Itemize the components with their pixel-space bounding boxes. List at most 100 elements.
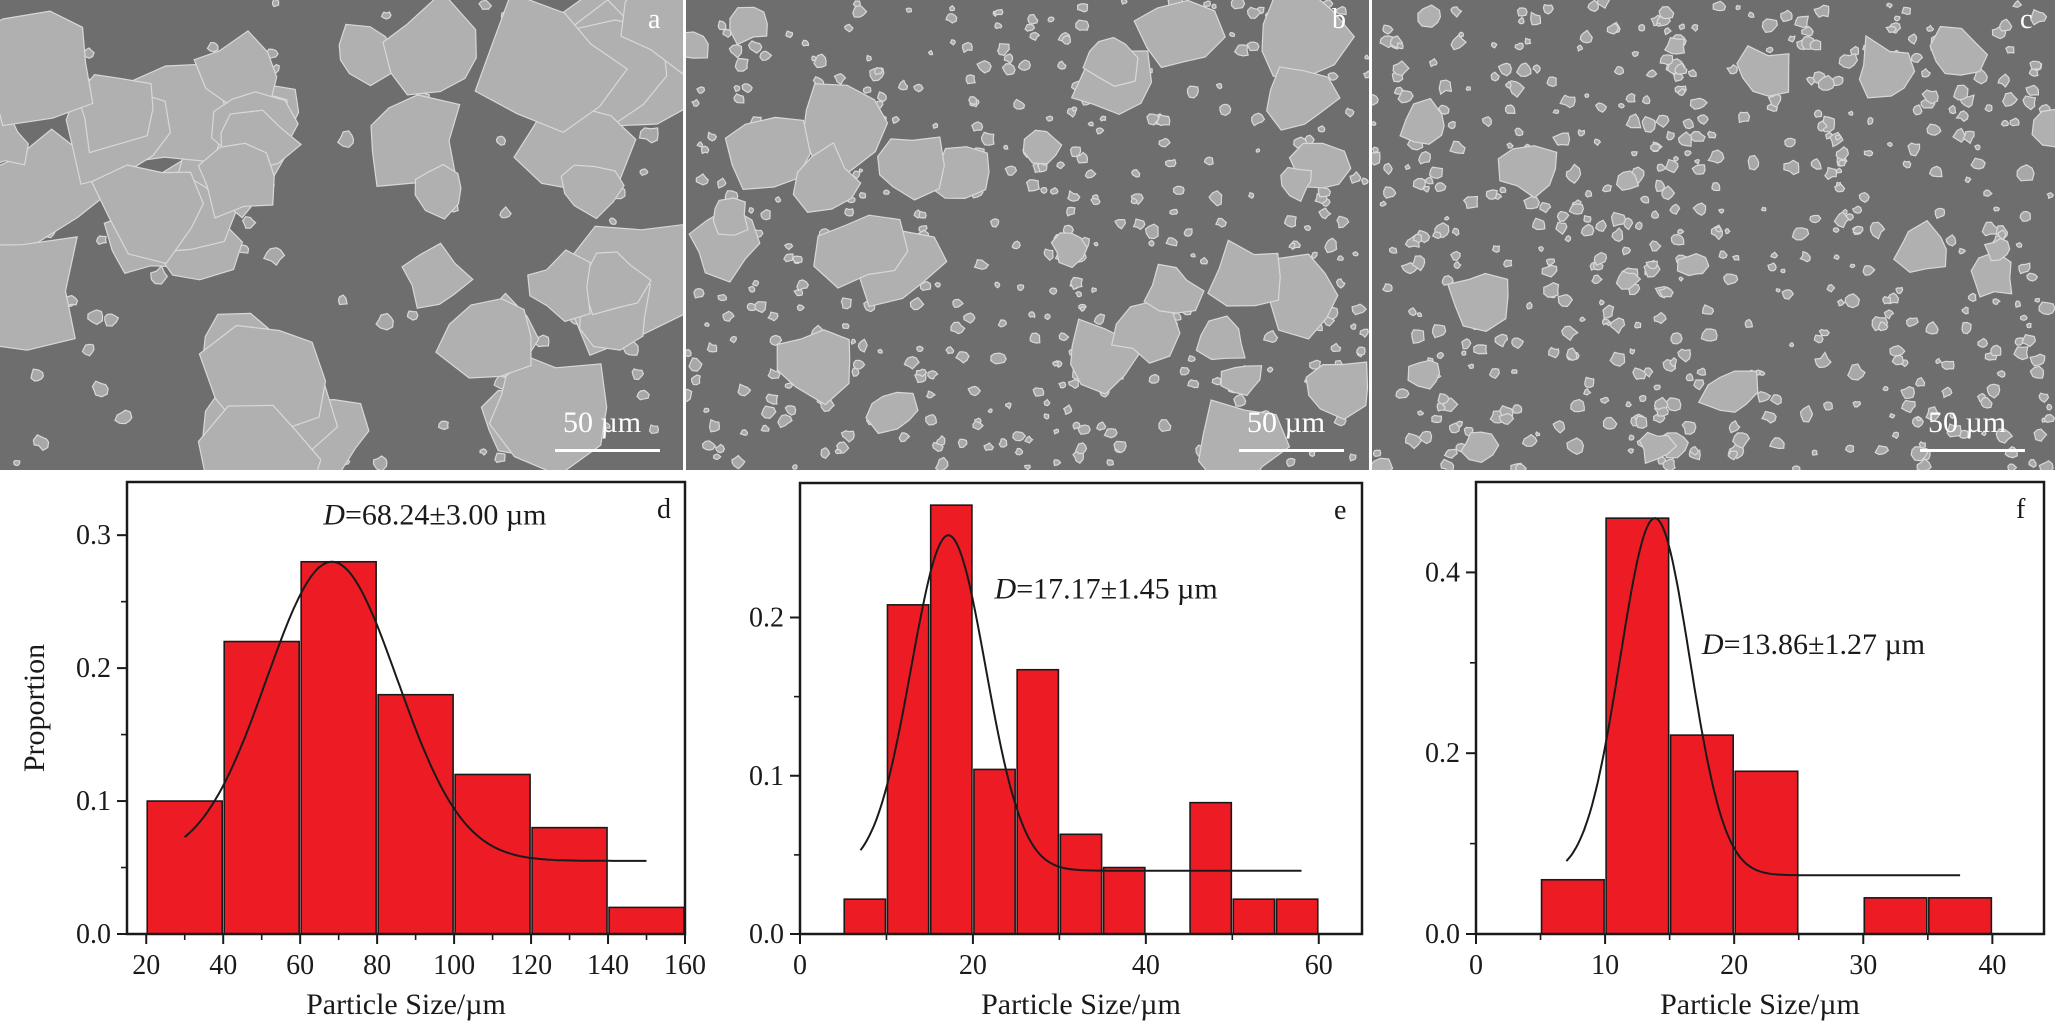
sem-fine-particle bbox=[1262, 329, 1279, 344]
sem-fine-particle bbox=[955, 351, 970, 364]
sem-fine-particle bbox=[1811, 449, 1818, 456]
sem-fine-particle bbox=[1417, 430, 1433, 445]
sem-fine-particle bbox=[796, 304, 805, 312]
sem-fine-particle bbox=[961, 41, 973, 54]
sem-fine-particle bbox=[1591, 274, 1603, 285]
sem-fine-particle bbox=[1467, 363, 1474, 370]
sem-fine-particle bbox=[1916, 458, 1932, 470]
sem-fine-particle bbox=[1869, 221, 1886, 240]
sem-fine-particle bbox=[1761, 18, 1779, 34]
sem-fine-particle bbox=[1593, 251, 1608, 266]
sem-fine-particle bbox=[765, 393, 779, 405]
sem-fine-particle bbox=[784, 405, 797, 416]
sem-fine-particle bbox=[1687, 68, 1697, 78]
sem-fine-particle bbox=[1900, 386, 1916, 399]
sem-fine-particle bbox=[748, 285, 756, 293]
sem-fine-particle bbox=[1383, 162, 1393, 176]
sem-fine-particle bbox=[1095, 127, 1105, 135]
sem-fine-particle bbox=[1058, 332, 1070, 342]
sem-fine-particle bbox=[1246, 6, 1262, 19]
sem-fine-particle bbox=[1783, 159, 1800, 176]
bar-e-2 bbox=[929, 504, 973, 935]
sem-fine-particle bbox=[1990, 344, 2002, 357]
x-tick-label-d-4: 100 bbox=[433, 950, 475, 981]
sem-fine-particle bbox=[1925, 406, 1941, 422]
sem-fine-particle bbox=[1011, 240, 1021, 250]
bar-e-6 bbox=[1102, 866, 1146, 935]
sem-fine-particle bbox=[1491, 244, 1500, 253]
sem-fine-particle bbox=[1251, 112, 1266, 127]
sem-fine-particle bbox=[1051, 360, 1059, 367]
sem-fine-particle bbox=[1970, 157, 1986, 170]
x-tick-label-d-6: 140 bbox=[587, 950, 629, 981]
sem-fine-particle bbox=[1973, 68, 1988, 85]
bar-f-6 bbox=[1928, 897, 1993, 935]
sem-fine-particle bbox=[1577, 129, 1586, 137]
sem-fine-particle bbox=[1056, 161, 1066, 170]
sem-fine-particle bbox=[1629, 347, 1636, 355]
sem-fine-particle bbox=[1732, 432, 1751, 449]
sem-fine-particle bbox=[1130, 197, 1139, 205]
sem-fine-particle bbox=[2009, 117, 2020, 127]
scale-bar-label-c: 50 µm bbox=[1928, 406, 2007, 439]
bar-d-1 bbox=[223, 640, 300, 935]
sem-fine-particle bbox=[1199, 256, 1209, 265]
sem-fine-particle bbox=[1336, 255, 1345, 261]
sem-particle bbox=[1372, 457, 1394, 470]
sem-fine-particle bbox=[1155, 114, 1171, 127]
sem-fine-particle bbox=[1681, 420, 1697, 435]
sem-fine-particle bbox=[688, 357, 703, 372]
sem-fine-particle bbox=[1810, 158, 1822, 170]
chart-f: 0 10 20 30 40 0.0 0.2 0.4 Particle Size/µm f D=13.… bbox=[1425, 480, 2046, 1021]
sem-fine-particle bbox=[1335, 5, 1347, 16]
sem-fine-particle bbox=[1650, 210, 1660, 219]
sem-fine-particle bbox=[785, 30, 794, 39]
sem-particle bbox=[198, 324, 327, 433]
x-tick-label-e-3: 60 bbox=[1305, 950, 1333, 981]
sem-fine-particle bbox=[747, 40, 763, 54]
x-axis-label-f: Particle Size/µm bbox=[1660, 988, 1860, 1021]
sem-fine-particle bbox=[707, 131, 718, 142]
sem-fine-particle bbox=[1001, 62, 1016, 76]
sem-fine-particle bbox=[1044, 313, 1051, 321]
annotation-d: D=68.24±3.00 µm bbox=[322, 499, 546, 532]
sem-fine-particle bbox=[372, 455, 388, 470]
sem-fine-particle bbox=[1481, 116, 1493, 128]
sem-fine-particle bbox=[104, 313, 120, 327]
sem-fine-particle bbox=[712, 453, 722, 461]
sem-fine-particle bbox=[1556, 210, 1570, 222]
sem-fine-particle bbox=[1461, 338, 1472, 350]
fit-curve-d bbox=[184, 560, 647, 862]
sem-fine-particle bbox=[1602, 416, 1618, 430]
sem-fine-particle bbox=[87, 309, 104, 326]
sem-fine-particle bbox=[696, 86, 706, 94]
sem-fine-particle bbox=[783, 243, 794, 251]
sem-fine-particle bbox=[1103, 428, 1118, 439]
sem-fine-particle bbox=[690, 374, 701, 386]
sem-particle bbox=[1736, 45, 1790, 97]
sem-fine-particle bbox=[1669, 203, 1681, 215]
sem-fine-particle bbox=[925, 390, 937, 399]
sem-fine-particle bbox=[1805, 76, 1816, 86]
sem-fine-particle bbox=[1233, 44, 1249, 57]
sem-fine-particle bbox=[957, 438, 968, 449]
sem-fine-particle bbox=[114, 409, 133, 425]
sem-fine-particle bbox=[2018, 262, 2031, 275]
sem-fine-particle bbox=[1023, 464, 1032, 470]
bar-e-8 bbox=[1189, 801, 1233, 935]
sem-particle bbox=[1983, 237, 2011, 262]
sem-fine-particle bbox=[1584, 376, 1595, 389]
sem-fine-particle bbox=[1351, 303, 1367, 316]
sem-fine-particle bbox=[1447, 120, 1456, 130]
sem-fine-particle bbox=[1069, 146, 1082, 158]
sem-fine-particle bbox=[1717, 208, 1725, 214]
sem-fine-particle bbox=[1029, 31, 1041, 41]
sem-fine-particle bbox=[1613, 66, 1625, 76]
fit-curve-e bbox=[859, 534, 1302, 872]
sem-fine-particle bbox=[1497, 62, 1512, 77]
scale-bar-c bbox=[1920, 449, 2025, 452]
sem-fine-particle bbox=[1431, 414, 1443, 424]
sem-fine-particle bbox=[1580, 223, 1595, 237]
sem-fine-particle bbox=[1014, 447, 1024, 456]
sem-fine-particle bbox=[1113, 440, 1127, 454]
